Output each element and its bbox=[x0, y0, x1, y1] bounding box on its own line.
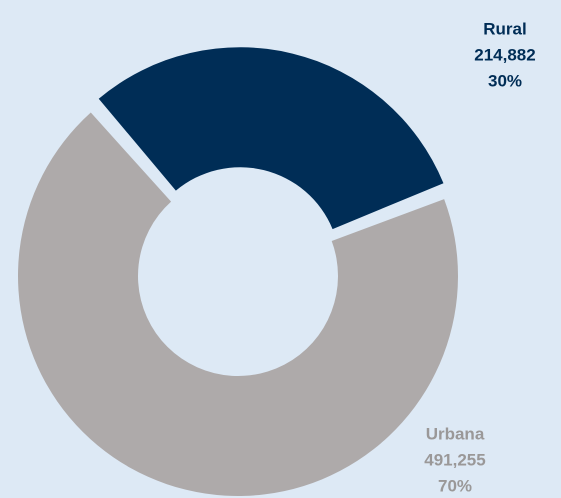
value-label: 491,255 bbox=[424, 450, 485, 469]
donut-slice bbox=[98, 47, 444, 230]
donut-slice bbox=[17, 112, 458, 497]
value-label: 214,882 bbox=[474, 45, 535, 64]
slice-label: Rural bbox=[483, 19, 526, 38]
percent-label: 30% bbox=[488, 71, 522, 90]
percent-label: 70% bbox=[438, 476, 472, 495]
slice-label: Urbana bbox=[426, 424, 485, 443]
